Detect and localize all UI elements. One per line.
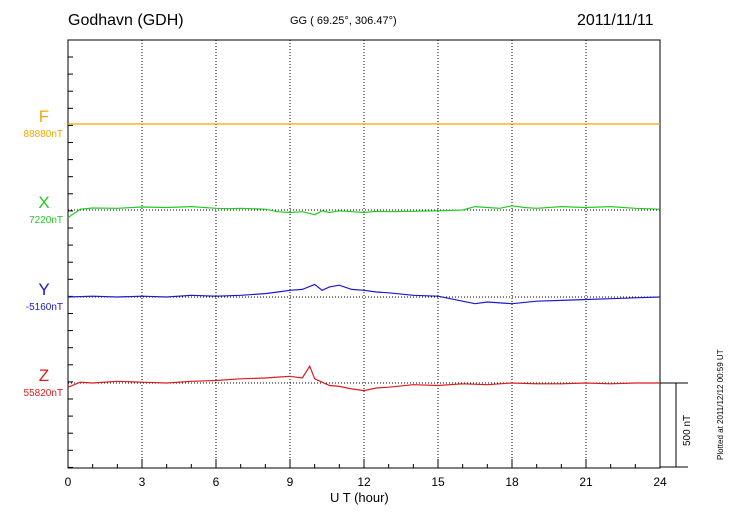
x-tick-label: 15 bbox=[431, 475, 445, 489]
baseline-value-y: -5160nT bbox=[25, 302, 63, 313]
station-coordinates: GG ( 69.25°, 306.47°) bbox=[290, 15, 397, 27]
component-label-x: X bbox=[38, 193, 50, 212]
plot-date: 2011/11/11 bbox=[577, 12, 654, 29]
series-lines bbox=[67, 123, 661, 392]
x-tick-label: 24 bbox=[653, 475, 667, 489]
x-tick-label: 6 bbox=[212, 475, 220, 489]
plotted-timestamp: Plotted at 2011/12/12 00:59 UT bbox=[716, 349, 725, 460]
x-tick-label: 18 bbox=[505, 475, 519, 489]
grid-lines bbox=[141, 40, 587, 468]
x-tick-label: 12 bbox=[357, 475, 371, 489]
scale-bar-label: 500 nT bbox=[682, 414, 693, 446]
x-axis-label: U T (hour) bbox=[330, 490, 389, 505]
component-label-z: Z bbox=[38, 366, 50, 385]
x-tick-label: 9 bbox=[286, 475, 294, 489]
baseline-value-f: 88880nT bbox=[23, 129, 63, 140]
x-tick-label: 21 bbox=[579, 475, 593, 489]
component-label-y: Y bbox=[38, 280, 50, 299]
baseline-value-x: 7220nT bbox=[29, 215, 63, 226]
series-line-x bbox=[67, 205, 661, 219]
series-line-y bbox=[67, 283, 661, 305]
scale-bar bbox=[660, 382, 688, 468]
component-label-f: F bbox=[38, 107, 50, 126]
plot-axes bbox=[67, 39, 661, 469]
x-tick-label: 3 bbox=[138, 475, 146, 489]
baseline-value-z: 55820nT bbox=[23, 388, 63, 399]
station-title: Godhavn (GDH) bbox=[68, 12, 184, 29]
series-line-z bbox=[67, 364, 660, 392]
x-tick-label: 0 bbox=[64, 475, 72, 489]
